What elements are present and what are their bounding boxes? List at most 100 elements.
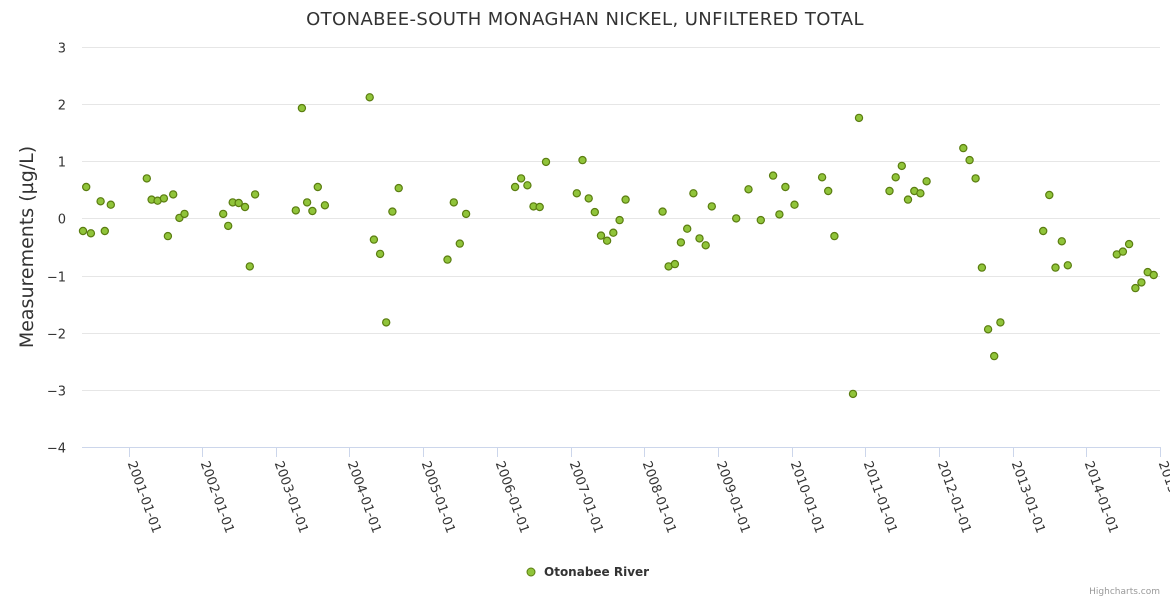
data-point[interactable] bbox=[81, 182, 91, 192]
data-point[interactable] bbox=[369, 235, 379, 244]
data-point[interactable] bbox=[159, 194, 169, 203]
data-point[interactable] bbox=[916, 189, 925, 198]
data-point[interactable] bbox=[313, 182, 322, 192]
data-point[interactable] bbox=[96, 197, 105, 206]
data-point[interactable] bbox=[1051, 263, 1060, 272]
data-point[interactable] bbox=[388, 207, 397, 216]
y-tick-label: 1 bbox=[58, 156, 66, 171]
data-point[interactable] bbox=[824, 186, 833, 196]
data-point[interactable] bbox=[983, 325, 993, 334]
data-point[interactable] bbox=[320, 201, 330, 210]
data-point[interactable] bbox=[897, 161, 907, 171]
data-point[interactable] bbox=[142, 174, 151, 183]
data-point[interactable] bbox=[365, 93, 374, 102]
data-point[interactable] bbox=[1045, 190, 1054, 200]
data-point[interactable] bbox=[885, 186, 894, 196]
y-axis-tick-labels: −4 −3 −2 −1 0 1 2 3 bbox=[47, 42, 66, 457]
data-point[interactable] bbox=[245, 262, 254, 271]
data-point[interactable] bbox=[689, 189, 698, 198]
data-point[interactable] bbox=[510, 182, 520, 192]
data-point[interactable] bbox=[996, 318, 1005, 327]
data-point[interactable] bbox=[291, 206, 300, 215]
data-point[interactable] bbox=[615, 215, 624, 225]
data-point[interactable] bbox=[443, 255, 452, 264]
legend[interactable]: Otonabee River bbox=[526, 565, 649, 579]
data-point[interactable] bbox=[218, 209, 228, 219]
data-point[interactable] bbox=[78, 226, 88, 236]
data-point[interactable] bbox=[308, 206, 317, 216]
data-point[interactable] bbox=[602, 236, 612, 245]
data-point[interactable] bbox=[1057, 237, 1067, 246]
data-point[interactable] bbox=[297, 103, 307, 113]
data-point[interactable] bbox=[584, 194, 593, 203]
credits-link[interactable]: Highcharts.com bbox=[1089, 587, 1160, 597]
data-point[interactable] bbox=[1124, 239, 1134, 249]
data-point[interactable] bbox=[977, 263, 987, 272]
data-point[interactable] bbox=[578, 155, 587, 165]
data-point[interactable] bbox=[707, 202, 717, 211]
data-point[interactable] bbox=[163, 231, 173, 241]
data-point[interactable] bbox=[1149, 270, 1158, 280]
legend-marker-icon[interactable] bbox=[526, 567, 536, 577]
data-point[interactable] bbox=[590, 207, 600, 217]
data-point[interactable] bbox=[971, 174, 980, 183]
data-point[interactable] bbox=[1137, 278, 1146, 287]
data-point[interactable] bbox=[701, 241, 710, 250]
data-point[interactable] bbox=[670, 259, 680, 269]
legend-item-otonabee-river[interactable]: Otonabee River bbox=[544, 565, 649, 579]
data-point[interactable] bbox=[516, 174, 526, 183]
data-point[interactable] bbox=[596, 231, 606, 240]
data-point[interactable] bbox=[180, 209, 189, 219]
data-point[interactable] bbox=[790, 200, 799, 209]
data-point[interactable] bbox=[455, 239, 464, 248]
data-point[interactable] bbox=[394, 183, 403, 193]
data-point[interactable] bbox=[541, 157, 551, 167]
data-point[interactable] bbox=[683, 224, 692, 233]
data-point[interactable] bbox=[676, 238, 686, 247]
data-point[interactable] bbox=[572, 189, 582, 198]
data-point[interactable] bbox=[449, 198, 458, 207]
data-point[interactable] bbox=[223, 221, 233, 231]
data-point[interactable] bbox=[1038, 226, 1048, 236]
data-point[interactable] bbox=[382, 318, 391, 327]
data-point[interactable] bbox=[990, 351, 999, 361]
data-point[interactable] bbox=[922, 177, 931, 186]
data-point[interactable] bbox=[658, 207, 667, 216]
data-point[interactable] bbox=[461, 209, 471, 219]
data-point[interactable] bbox=[100, 226, 110, 236]
data-point[interactable] bbox=[891, 173, 900, 182]
data-point[interactable] bbox=[523, 181, 532, 190]
data-point[interactable] bbox=[535, 202, 544, 212]
data-point[interactable] bbox=[965, 155, 974, 165]
data-point[interactable] bbox=[1118, 247, 1128, 256]
data-point[interactable] bbox=[775, 210, 784, 219]
data-point[interactable] bbox=[756, 215, 766, 225]
data-point[interactable] bbox=[1131, 283, 1140, 293]
data-point[interactable] bbox=[375, 249, 385, 259]
data-point[interactable] bbox=[695, 234, 704, 243]
data-point[interactable] bbox=[302, 198, 312, 207]
data-point[interactable] bbox=[250, 190, 260, 199]
data-point[interactable] bbox=[86, 229, 96, 238]
data-point[interactable] bbox=[240, 202, 250, 212]
data-point[interactable] bbox=[234, 198, 243, 208]
data-point[interactable] bbox=[106, 200, 116, 209]
data-point[interactable] bbox=[621, 195, 630, 204]
data-point[interactable] bbox=[781, 182, 790, 192]
y-tick-label: 2 bbox=[58, 99, 66, 114]
data-point[interactable] bbox=[903, 195, 913, 204]
data-point[interactable] bbox=[854, 113, 864, 123]
data-point[interactable] bbox=[768, 171, 778, 180]
y-axis-label: Measurements (µg/L) bbox=[16, 146, 38, 348]
data-point[interactable] bbox=[732, 214, 741, 223]
data-point[interactable] bbox=[609, 228, 618, 237]
data-point[interactable] bbox=[848, 389, 858, 399]
data-point[interactable] bbox=[1063, 261, 1073, 270]
data-point[interactable] bbox=[830, 231, 839, 241]
data-point[interactable] bbox=[817, 173, 827, 182]
data-point[interactable] bbox=[744, 185, 753, 194]
data-point[interactable] bbox=[959, 143, 968, 153]
data-point[interactable] bbox=[168, 190, 178, 199]
